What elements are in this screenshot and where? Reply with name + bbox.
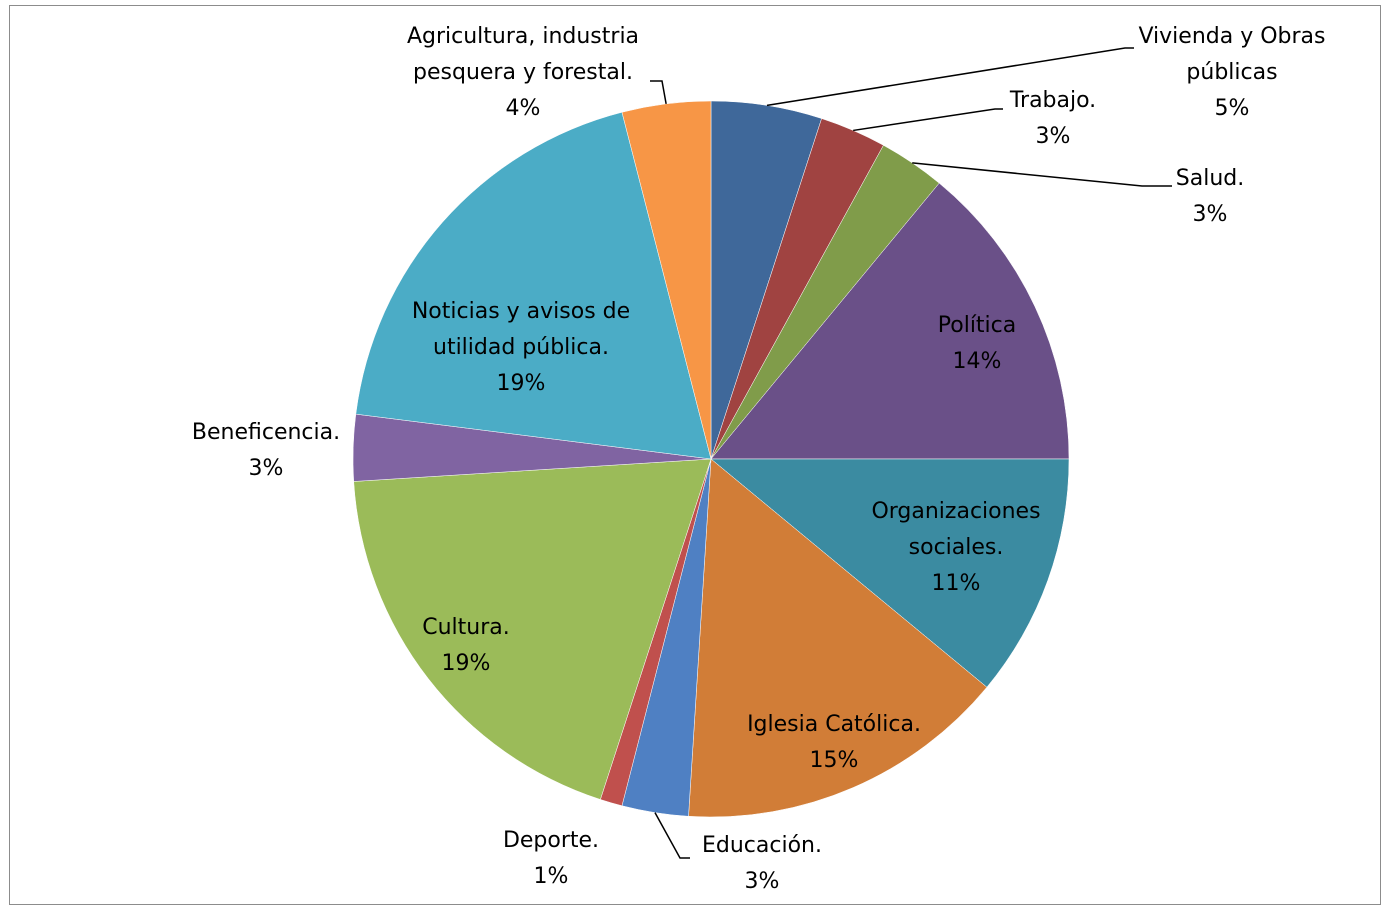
- label-educacion: Educación. 3%: [702, 828, 822, 900]
- label-agricultura-name: Agricultura, industria pesquera y forest…: [406, 24, 640, 85]
- label-vivienda: Vivienda y Obras públicas 5%: [1112, 19, 1352, 127]
- label-salud-value: 3%: [1192, 202, 1228, 227]
- label-iglesia: Iglesia Católica. 15%: [747, 707, 921, 779]
- pie-chart: [352, 47, 1172, 859]
- leader-line-6: [654, 812, 690, 859]
- label-deporte: Deporte. 1%: [503, 823, 599, 895]
- label-agricultura: Agricultura, industria pesquera y forest…: [388, 19, 658, 127]
- label-noticias-name: Noticias y avisos de utilidad pública.: [411, 299, 631, 360]
- label-iglesia-value: 15%: [809, 748, 859, 773]
- label-organizaciones-value: 11%: [931, 571, 981, 596]
- label-beneficencia-value: 3%: [248, 456, 284, 481]
- label-salud: Salud. 3%: [1176, 161, 1244, 233]
- pie-slice-8: [353, 458, 712, 800]
- label-beneficencia: Beneficencia. 3%: [192, 415, 340, 487]
- label-politica: Política 14%: [938, 308, 1016, 380]
- label-politica-value: 14%: [952, 349, 1002, 374]
- label-politica-name: Política: [937, 313, 1017, 338]
- pie-slice-4: [710, 458, 1070, 688]
- label-salud-name: Salud.: [1175, 166, 1245, 191]
- label-trabajo-value: 3%: [1035, 124, 1071, 149]
- label-vivienda-name: Vivienda y Obras públicas: [1138, 24, 1326, 85]
- label-organizaciones: Organizaciones sociales. 11%: [856, 494, 1056, 602]
- label-educacion-name: Educación.: [702, 833, 822, 858]
- label-trabajo: Trabajo. 3%: [1010, 83, 1096, 155]
- pie-slice-10: [355, 111, 712, 460]
- label-agricultura-value: 4%: [505, 96, 541, 121]
- label-cultura-name: Cultura.: [422, 615, 510, 640]
- label-noticias: Noticias y avisos de utilidad pública. 1…: [396, 294, 646, 402]
- pie-slice-5: [688, 458, 988, 818]
- label-cultura: Cultura. 19%: [422, 610, 510, 682]
- label-vivienda-value: 5%: [1214, 96, 1250, 121]
- leader-line-2: [912, 162, 1172, 187]
- label-organizaciones-name: Organizaciones sociales.: [871, 499, 1041, 560]
- leader-line-11: [650, 80, 667, 104]
- label-cultura-value: 19%: [441, 651, 491, 676]
- leader-line-1: [853, 108, 1003, 132]
- label-educacion-value: 3%: [744, 869, 780, 894]
- label-trabajo-name: Trabajo.: [1009, 88, 1097, 113]
- label-deporte-name: Deporte.: [502, 828, 600, 853]
- label-iglesia-name: Iglesia Católica.: [747, 712, 921, 737]
- label-noticias-value: 19%: [496, 371, 546, 396]
- label-deporte-value: 1%: [533, 864, 569, 889]
- pie-slice-3: [710, 182, 1070, 460]
- label-beneficencia-name: Beneficencia.: [191, 420, 341, 445]
- leader-line-0: [766, 47, 1134, 107]
- chart-frame: Vivienda y Obras públicas 5% Trabajo. 3%…: [9, 5, 1381, 905]
